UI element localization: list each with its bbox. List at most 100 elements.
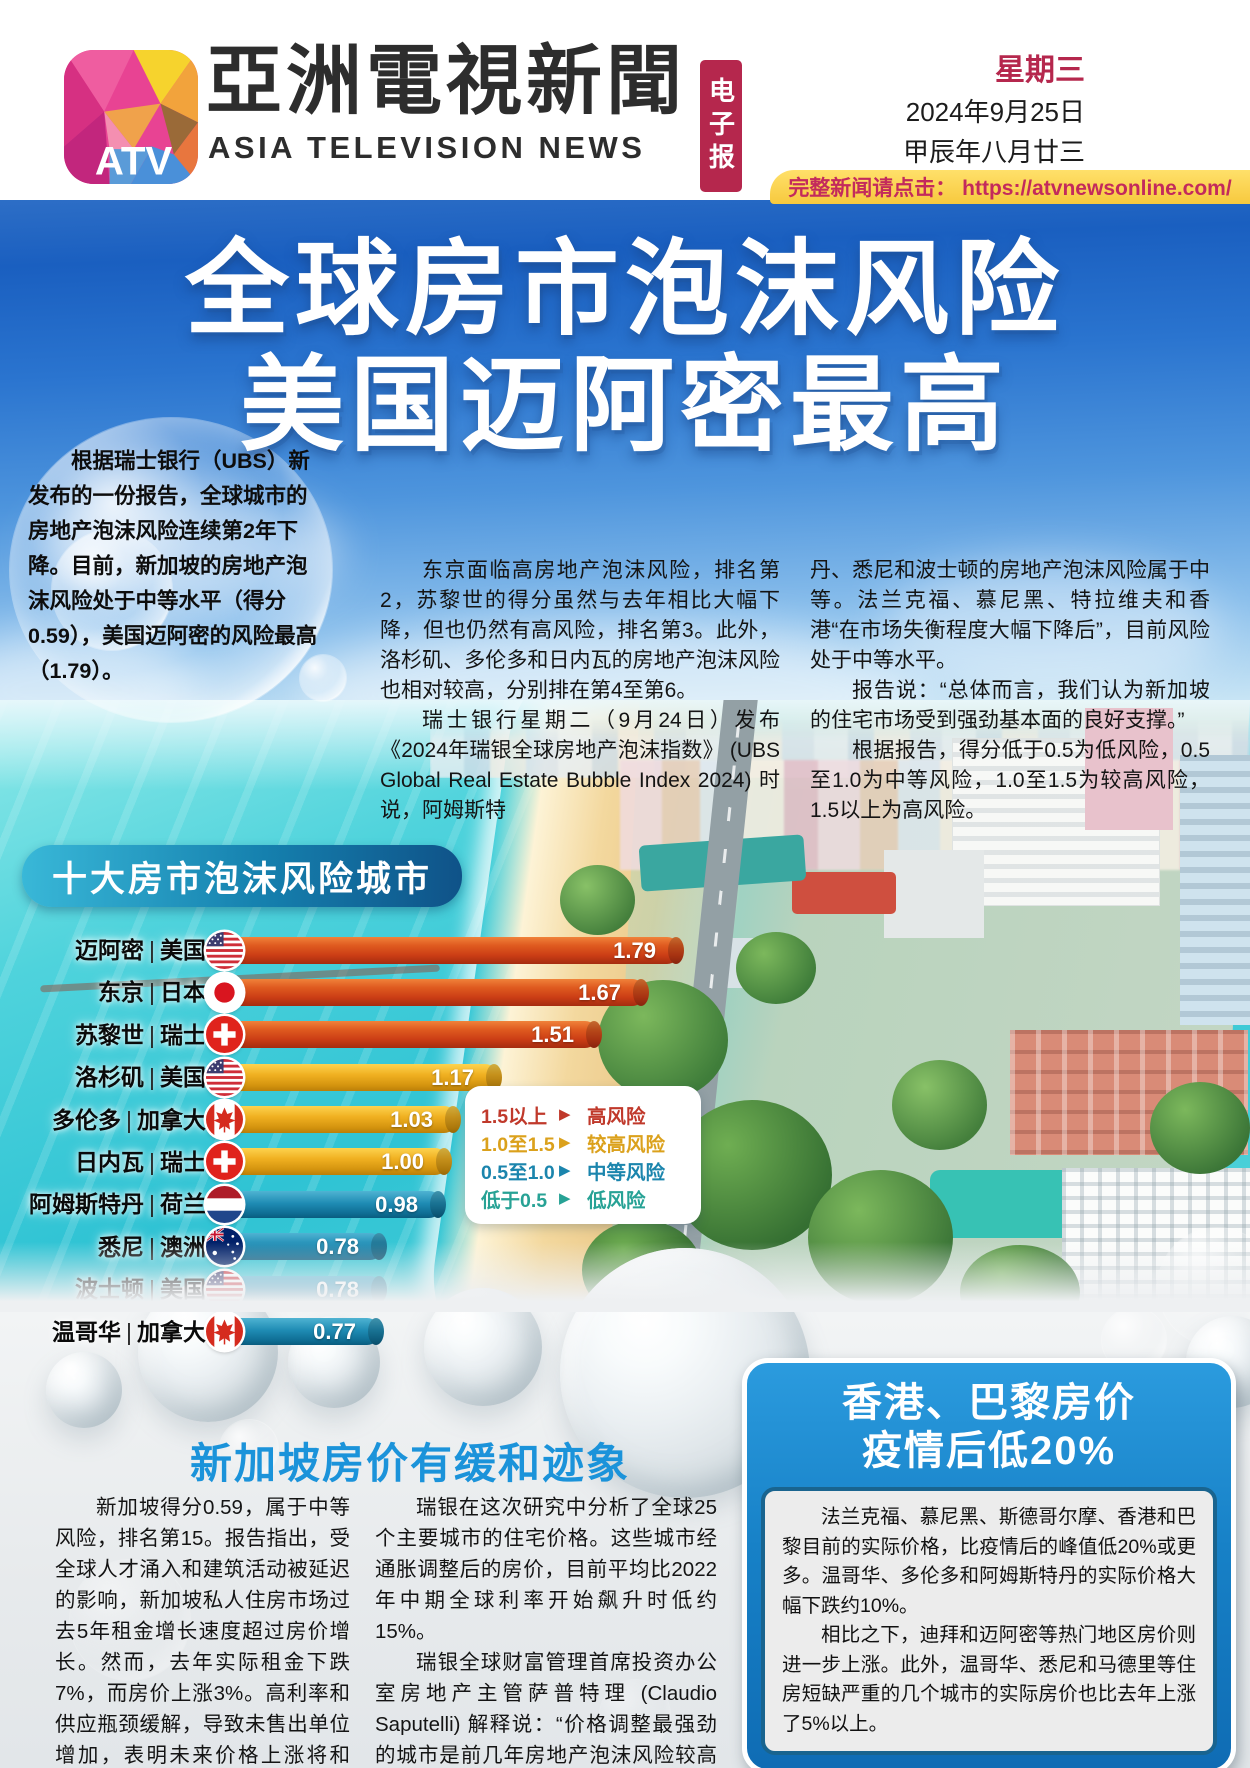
paragraph: 瑞银全球财富管理首席投资办公室房地产主管萨普特理 (Claudio Sapute… — [375, 1651, 717, 1767]
chart-row: 0.77 温哥华 | 加拿大 — [40, 1311, 740, 1353]
photo-shape — [892, 1060, 987, 1150]
intro-bubble — [10, 418, 332, 722]
epaper-badge: 电子报 — [700, 60, 742, 192]
chart-title-banner: 十大房市泡沫风险城市 — [22, 845, 462, 907]
chart-row: 1.67 东京 | 日本 — [40, 971, 740, 1013]
photo-shape — [930, 1170, 1080, 1238]
date-block: 星期三 2024年9月25日 甲辰年八月廿三 — [903, 52, 1085, 169]
flag-ch-icon — [206, 1016, 243, 1054]
photo-shape — [560, 865, 635, 935]
headline-line1: 全球房市泡沫风险 — [184, 232, 1065, 348]
chart-bar-value: 1.79 — [613, 937, 656, 963]
header: ATV 亞洲電視新聞 ASIA TELEVISION NEWS 电子报 星期三 … — [0, 0, 1250, 204]
highlight-title-line2: 疫情后低20% — [861, 1429, 1117, 1473]
chart-row-label: 迈阿密 | 美国 — [75, 937, 206, 963]
chart-row: 1.51 苏黎世 | 瑞士 — [40, 1014, 740, 1056]
paragraph: 相比之下，迪拜和迈阿密等热门地区房价则进一步上涨。此外，温哥华、悉尼和马德里等住… — [782, 1624, 1196, 1735]
legend-item: 低于0.5 ▶ 低风险 — [481, 1189, 646, 1212]
chart-row-label: 阿姆斯特丹 | 荷兰 — [29, 1191, 206, 1218]
chart-bar-value: 1.00 — [381, 1149, 424, 1175]
flag-us-icon — [206, 931, 243, 969]
photo-shape — [1180, 755, 1250, 1025]
masthead-title-en: ASIA TELEVISION NEWS — [208, 130, 646, 165]
chart-row: 1.03 多伦多 | 加拿大 — [40, 1099, 740, 1141]
bubble-decoration — [300, 655, 346, 701]
chart-row-label: 洛杉矶 | 美国 — [75, 1064, 206, 1091]
svg-text:ATV: ATV — [95, 139, 173, 184]
highlight-title-line1: 香港、巴黎房价 — [842, 1381, 1136, 1425]
chart-bar: 1.79 — [228, 936, 680, 964]
chart-bar: 1.17 — [228, 1063, 498, 1091]
article1-column1: 东京面临高房地产泡沫风险，排名第2，苏黎世的得分虽然与去年相比大幅下降，但也仍然… — [380, 556, 780, 826]
chart-row: 1.17 洛杉矶 | 美国 — [40, 1056, 740, 1098]
photo-shape — [1150, 1082, 1250, 1174]
full-news-link[interactable]: 完整新闻请点击： https://atvnewsonline.com/ — [770, 170, 1250, 204]
flag-ch-icon — [206, 1143, 243, 1181]
paragraph: 瑞士银行星期二（9月24日）发布《2024年瑞银全球房地产泡沫指数》 (UBS … — [380, 709, 780, 822]
flag-jp-icon — [206, 973, 243, 1011]
paragraph: 新加坡得分0.59，属于中等风险，排名第15。报告指出，受全球人才涌入和建筑活动… — [55, 1496, 350, 1767]
chart-bar-value: 0.98 — [375, 1191, 418, 1217]
article1-column2: 丹、悉尼和波士顿的房地产泡沫风险属于中等。法兰克福、慕尼黑、特拉维夫和香港“在市… — [810, 556, 1210, 826]
triangle-icon: ▶ — [559, 1162, 571, 1179]
photo-shape — [880, 560, 1220, 700]
headline-line2: 美国迈阿密最高 — [239, 348, 1010, 465]
flag-ca-icon — [206, 1313, 243, 1351]
chart-bar: 1.03 — [228, 1106, 457, 1134]
bubble-decoration — [46, 1352, 122, 1428]
chart-bar-value: 1.17 — [431, 1064, 474, 1090]
paragraph: 报告说：“总体而言，我们认为新加坡的住宅市场受到强劲基本面的良好支撑。” — [810, 679, 1210, 732]
chart-row-label: 多伦多 | 加拿大 — [52, 1106, 206, 1133]
atv-logo-icon: ATV — [64, 50, 198, 184]
chart-bar: 0.98 — [228, 1190, 442, 1218]
chart-bar-value: 1.03 — [390, 1107, 433, 1133]
flag-nl-icon — [206, 1185, 243, 1223]
beach-city-photo — [0, 700, 1250, 1312]
chart-row-label: 温哥华 | 加拿大 — [52, 1318, 206, 1345]
date-label: 2024年9月25日 — [905, 96, 1085, 127]
legend-item: 1.5以上 ▶ 高风险 — [481, 1105, 646, 1128]
photo-shape — [808, 1170, 953, 1305]
article2-column1: 新加坡得分0.59，属于中等风险，排名第15。报告指出，受全球人才涌入和建筑活动… — [55, 1492, 350, 1768]
masthead-title-zh: 亞洲電視新聞 — [206, 39, 686, 124]
highlight-box-body: 法兰克福、慕尼黑、斯德哥尔摩、香港和巴黎目前的实际价格，比疫情后的峰值低20%或… — [761, 1487, 1217, 1755]
chart-bar: 0.77 — [228, 1318, 380, 1346]
chart-bar: 1.00 — [228, 1148, 448, 1176]
main-headline: 全球房市泡沫风险 美国迈阿密最高 — [0, 232, 1250, 465]
chart-row: 0.98 阿姆斯特丹 | 荷兰 — [29, 1183, 740, 1225]
legend-item: 1.0至1.5 ▶ 较高风险 — [481, 1133, 666, 1156]
legend-item: 0.5至1.0 ▶ 中等风险 — [481, 1161, 666, 1184]
bubble-decoration — [70, 1560, 190, 1680]
intro-bubble-text: 根据瑞士银行（UBS）新发布的一份报告，全球城市的房地产泡沫风险连续第2年下降。… — [28, 449, 318, 683]
chart-bar: 1.51 — [228, 1021, 598, 1049]
chart-legend: 1.5以上 ▶ 高风险 1.0至1.5 ▶ 较高风险 0.5至1.0 ▶ 中等风险 低于0.5 ▶ 低… — [465, 1086, 701, 1224]
chart-bar-value: 1.67 — [578, 979, 621, 1005]
chart-row: 1.00 日内瓦 | 瑞士 — [40, 1141, 740, 1183]
chart-row-label: 日内瓦 | 瑞士 — [75, 1148, 206, 1175]
photo-shape — [960, 1245, 1080, 1312]
paragraph: 法兰克福、慕尼黑、斯德哥尔摩、香港和巴黎目前的实际价格，比疫情后的峰值低20%或… — [782, 1506, 1196, 1617]
paragraph: 丹、悉尼和波士顿的房地产泡沫风险属于中等。法兰克福、慕尼黑、特拉维夫和香港“在市… — [810, 559, 1210, 672]
highlight-box: 香港、巴黎房价 疫情后低20% 法兰克福、慕尼黑、斯德哥尔摩、香港和巴黎目前的实… — [742, 1358, 1236, 1768]
triangle-icon: ▶ — [559, 1190, 571, 1207]
chart-bar-value: 0.77 — [313, 1319, 356, 1345]
article2-column2: 瑞银在这次研究中分析了全球25个主要城市的住宅价格。这些城市经通胀调整后的房价，… — [375, 1492, 717, 1768]
photo-shape — [736, 932, 816, 1004]
bubble-decoration — [220, 1420, 278, 1478]
weekday-label: 星期三 — [995, 54, 1085, 87]
photo-shape — [792, 872, 896, 914]
chart-row: 1.79 迈阿密 | 美国 — [40, 929, 740, 971]
flag-ca-icon — [206, 1101, 243, 1139]
highlight-box-title: 香港、巴黎房价 疫情后低20% — [747, 1363, 1231, 1485]
flag-us-icon — [206, 1058, 243, 1096]
triangle-icon: ▶ — [559, 1106, 571, 1123]
paragraph: 瑞银在这次研究中分析了全球25个主要城市的住宅价格。这些城市经通胀调整后的房价，… — [375, 1496, 717, 1643]
chart-bar: 1.67 — [228, 978, 645, 1006]
photo-shape — [1085, 708, 1173, 830]
lunar-date-label: 甲辰年八月廿三 — [902, 137, 1085, 167]
paragraph: 东京面临高房地产泡沫风险，排名第2，苏黎世的得分虽然与去年相比大幅下降，但也仍然… — [380, 559, 780, 702]
article2-title: 新加坡房价有缓和迹象 — [189, 1440, 630, 1487]
chart-row-label: 苏黎世 | 瑞士 — [75, 1021, 206, 1048]
triangle-icon: ▶ — [559, 1134, 571, 1151]
